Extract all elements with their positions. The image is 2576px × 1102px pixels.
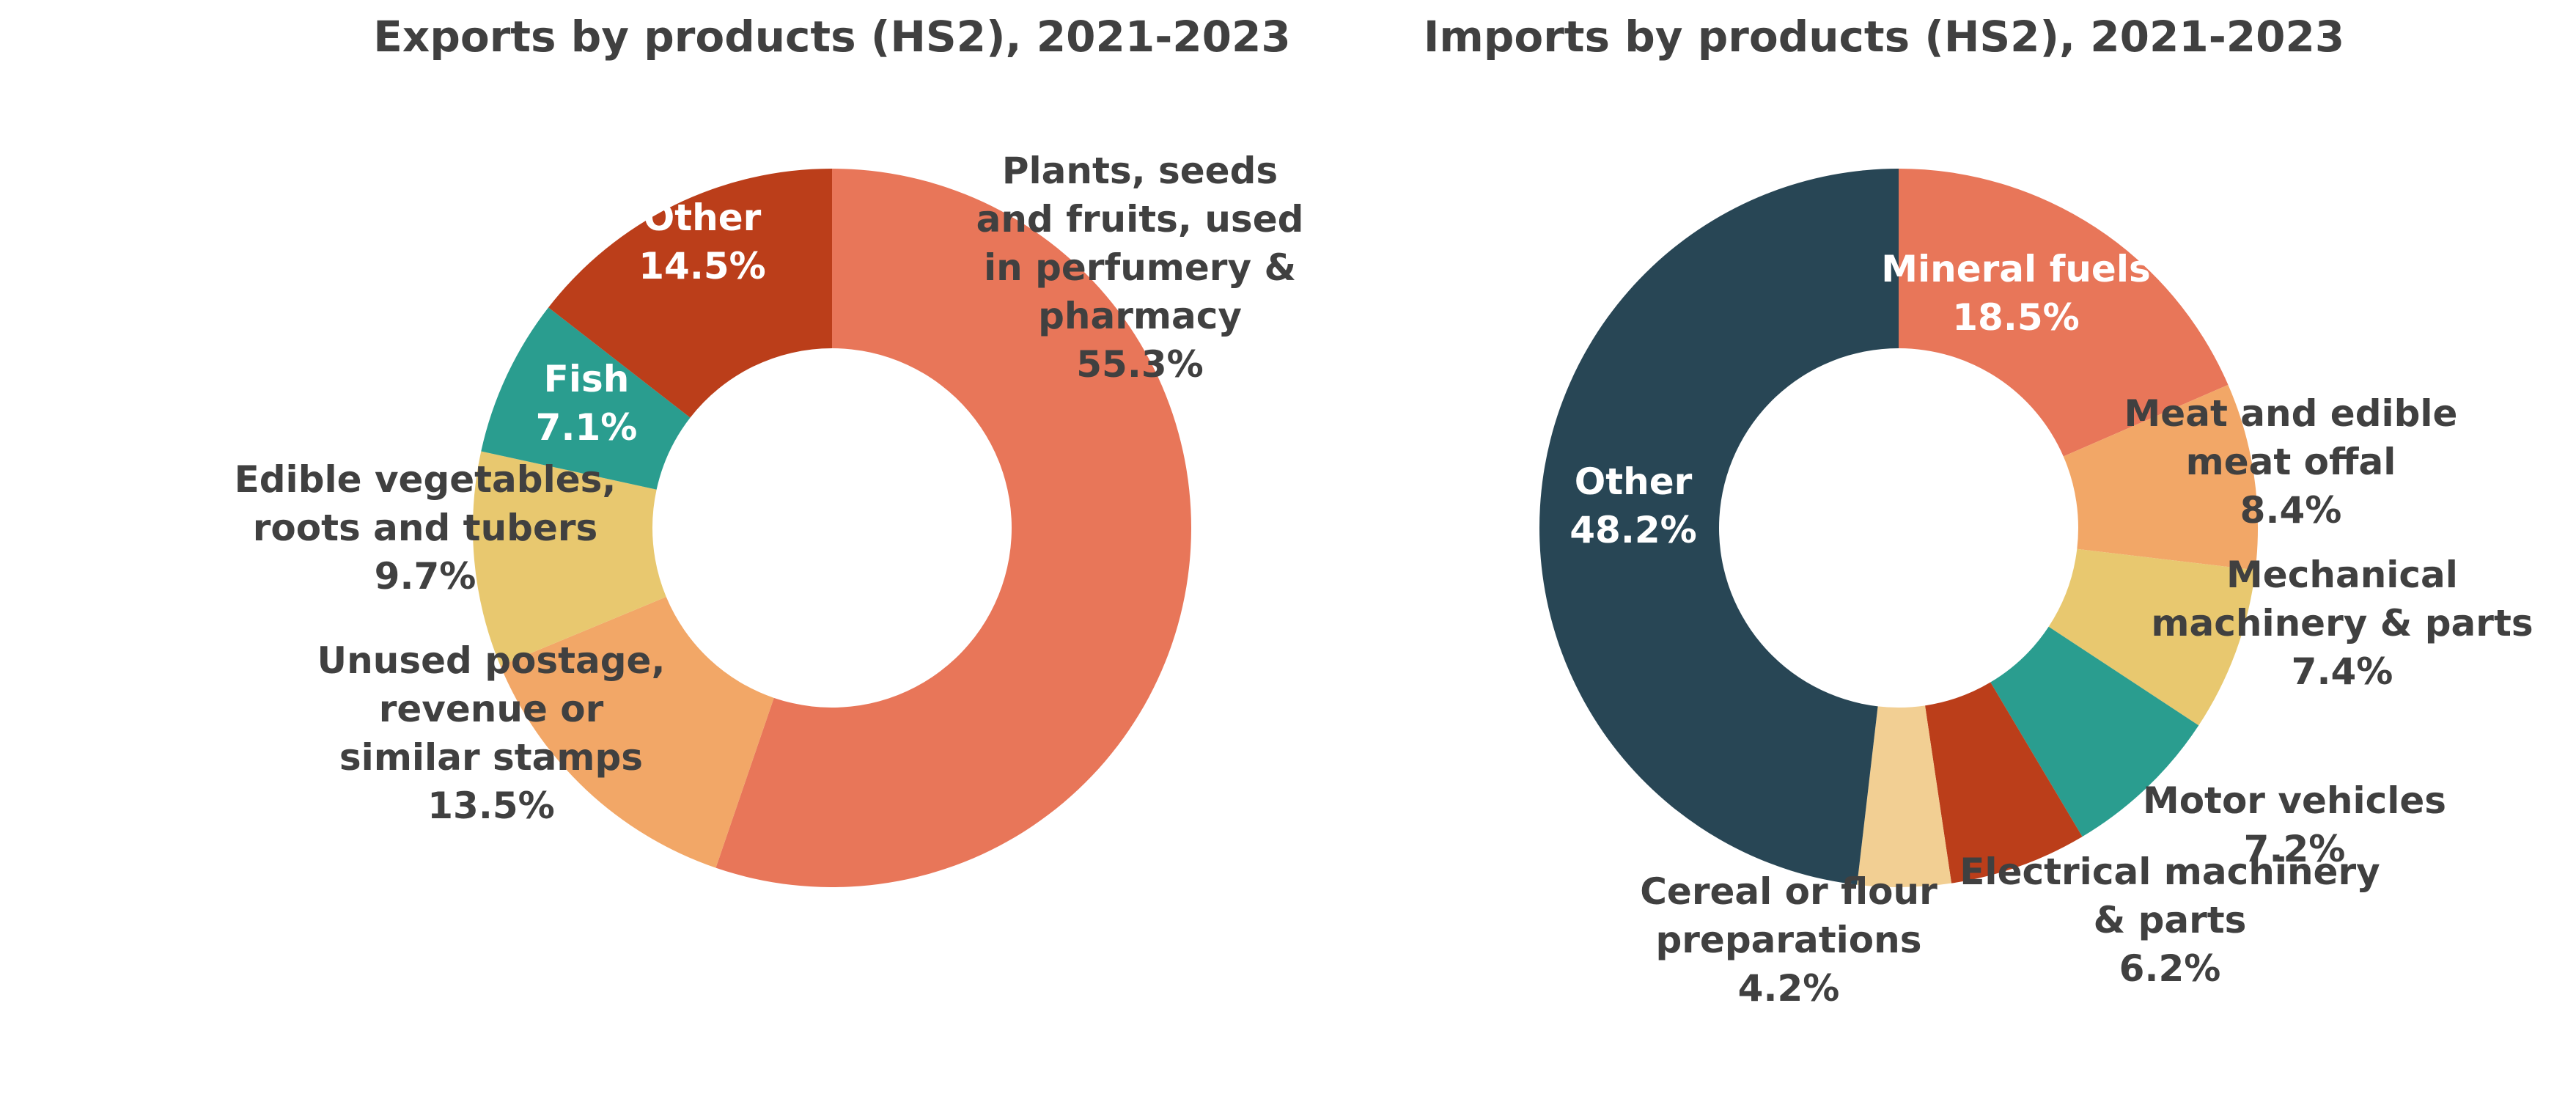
exports-slice-other xyxy=(548,169,832,418)
imports-labels: Mineral fuels 18.5% Meat and edible meat of… xyxy=(1569,248,2533,1010)
slice-label-line: Fish xyxy=(544,358,630,400)
exports-slices xyxy=(473,169,1191,887)
exports-chart-title: Exports by products (HS2), 2021-2023 xyxy=(373,12,1290,62)
slice-label-line: Mechanical xyxy=(2226,554,2458,596)
slice-percentage: 18.5% xyxy=(1952,296,2079,339)
slice-label-line: Edible vegetables, xyxy=(235,458,617,501)
exports-labels: Plants, seeds and fruits, used in perfumer… xyxy=(235,150,1304,827)
imports-chart-title: Imports by products (HS2), 2021-2023 xyxy=(1424,12,2344,62)
slice-percentage: 6.2% xyxy=(2119,947,2221,990)
imports-label-motor-vehicles: Motor vehicles 7.2% xyxy=(2143,779,2446,870)
exports-donut-chart: Exports by products (HS2), 2021-2023 Pla… xyxy=(235,12,1304,887)
slice-label-line: Meat and edible xyxy=(2124,392,2458,435)
exports-slice-plants-seeds-and-fruits-used-in-perfumery-pharmacy xyxy=(715,169,1191,887)
slice-percentage: 7.4% xyxy=(2292,650,2393,693)
imports-slice-mineral-fuels xyxy=(1899,169,2229,457)
slice-label-line: Other xyxy=(644,196,762,239)
slice-label-line: Cereal or flour xyxy=(1640,870,1937,913)
slice-label-line: Plants, seeds xyxy=(1002,150,1278,192)
slice-percentage: 7.2% xyxy=(2244,828,2346,870)
imports-label-mineral-fuels: Mineral fuels 18.5% xyxy=(1881,248,2151,339)
slice-label-line: pharmacy xyxy=(1038,295,1242,337)
exports-slice-edible-vegetables-roots-and-tubers xyxy=(473,451,666,666)
slice-label-line: preparations xyxy=(1655,919,1921,961)
slice-label-line: & parts xyxy=(2094,899,2247,941)
slice-label-line: Electrical machinery xyxy=(1959,851,2380,893)
slice-label-line: in perfumery & xyxy=(984,246,1296,289)
slice-label-line: Mineral fuels xyxy=(1881,248,2151,290)
slice-percentage: 7.1% xyxy=(536,406,638,449)
imports-donut-chart: Imports by products (HS2), 2021-2023 Min… xyxy=(1424,12,2533,1010)
exports-label-other: Other 14.5% xyxy=(639,196,765,287)
slice-percentage: 4.2% xyxy=(1738,967,1840,1010)
slice-label-line: similar stamps xyxy=(339,736,643,779)
slice-label-line: Other xyxy=(1575,460,1693,503)
exports-label-edible-vegetables-roots-and-tubers: Edible vegetables, roots and tubers 9.7% xyxy=(235,458,617,598)
exports-slice-fish xyxy=(481,307,691,490)
slice-percentage: 55.3% xyxy=(1076,343,1203,386)
imports-label-meat-and-edible-meat-offal: Meat and edible meat offal 8.4% xyxy=(2124,392,2458,532)
slice-label-line: roots and tubers xyxy=(253,507,598,549)
imports-slice-motor-vehicles xyxy=(1990,626,2199,837)
imports-slice-mechanical-machinery-parts xyxy=(2048,548,2256,726)
slice-label-line: revenue or xyxy=(379,688,604,730)
exports-label-unused-postage-revenue-or-similar-stamps: Unused postage, revenue or similar stamps 1… xyxy=(317,639,666,827)
imports-slice-other xyxy=(1539,169,1899,885)
slice-label-line: meat offal xyxy=(2186,441,2396,483)
imports-slice-meat-and-edible-meat-offal xyxy=(2063,384,2258,570)
imports-slice-electrical-machinery-parts xyxy=(1925,682,2083,884)
imports-label-other: Other 48.2% xyxy=(1569,460,1696,551)
imports-label-electrical-machinery-parts: Electrical machinery & parts 6.2% xyxy=(1959,851,2380,990)
imports-slices xyxy=(1539,169,2258,887)
slice-label-line: and fruits, used xyxy=(976,198,1304,240)
slice-label-line: Unused postage, xyxy=(317,639,666,682)
slice-label-line: machinery & parts xyxy=(2151,602,2533,644)
imports-slice-cereal-or-flour-preparations xyxy=(1857,705,1952,887)
exports-label-plants-seeds-and-fruits-used-in-perfumery-pharmacy: Plants, seeds and fruits, used in perfumer… xyxy=(976,150,1304,386)
imports-label-cereal-or-flour-preparations: Cereal or flour preparations 4.2% xyxy=(1640,870,1937,1010)
slice-percentage: 8.4% xyxy=(2240,489,2342,532)
exports-slice-unused-postage-revenue-or-similar-stamps xyxy=(500,597,774,868)
slice-label-line: Motor vehicles xyxy=(2143,779,2446,822)
slice-percentage: 9.7% xyxy=(375,555,476,598)
slice-percentage: 48.2% xyxy=(1569,509,1696,551)
slice-percentage: 13.5% xyxy=(427,785,554,827)
slice-percentage: 14.5% xyxy=(639,245,765,287)
exports-label-fish: Fish 7.1% xyxy=(536,358,638,449)
imports-label-mechanical-machinery-parts: Mechanical machinery & parts 7.4% xyxy=(2151,554,2533,693)
